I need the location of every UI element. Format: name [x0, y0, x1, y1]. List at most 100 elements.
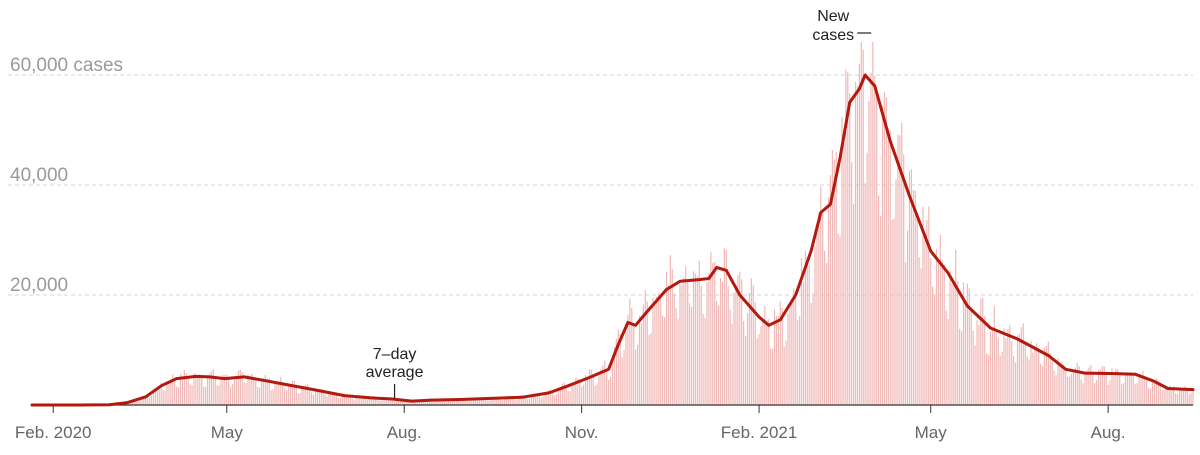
daily-case-bar — [650, 333, 652, 405]
daily-case-bar — [280, 376, 282, 405]
daily-case-bar — [690, 306, 693, 405]
daily-case-bar — [436, 399, 438, 405]
daily-case-bar — [721, 281, 724, 405]
daily-case-bar — [712, 262, 714, 405]
y-tick-label: 20,000 — [10, 275, 68, 296]
daily-case-bar — [133, 400, 135, 405]
daily-case-bar — [810, 303, 812, 405]
daily-case-bar — [457, 398, 459, 405]
daily-case-bar — [565, 388, 567, 405]
daily-case-bar — [789, 304, 791, 405]
daily-case-bar — [347, 395, 349, 405]
daily-case-bar — [1186, 388, 1188, 405]
daily-case-bar — [1136, 383, 1138, 405]
daily-case-bar — [623, 350, 625, 405]
daily-case-bar — [905, 262, 907, 405]
daily-case-bar — [501, 400, 504, 405]
daily-case-bar — [405, 401, 407, 405]
daily-case-bar — [417, 400, 419, 405]
daily-case-bar — [517, 397, 519, 405]
daily-case-bar — [895, 179, 897, 405]
daily-case-bar — [409, 401, 411, 405]
daily-case-bar — [802, 282, 805, 405]
daily-case-bar — [291, 380, 293, 405]
daily-case-bar — [141, 396, 143, 405]
daily-case-bar — [251, 373, 253, 405]
daily-case-bar — [378, 400, 380, 405]
daily-case-bar — [984, 315, 986, 405]
daily-case-bar — [150, 396, 153, 405]
daily-case-bar — [374, 396, 376, 405]
seven-day-average-annotation: average — [366, 364, 424, 381]
daily-case-bar — [833, 159, 835, 405]
daily-case-bar — [627, 314, 629, 405]
daily-case-bar — [573, 384, 575, 405]
daily-case-bar — [395, 399, 398, 405]
daily-case-bar — [519, 397, 521, 405]
daily-case-bar — [149, 397, 151, 405]
y-axis-labels: 20,000 40,000 60,000 cases — [10, 55, 123, 296]
daily-case-bar — [1047, 341, 1049, 405]
daily-case-bar — [704, 317, 706, 405]
daily-case-bar — [160, 382, 162, 405]
daily-case-bar — [361, 395, 363, 405]
daily-case-bar — [922, 206, 924, 405]
daily-case-bar — [278, 382, 280, 405]
daily-case-bar — [206, 376, 209, 405]
daily-case-bar — [1095, 380, 1098, 405]
daily-case-bar — [615, 338, 617, 405]
daily-case-bar — [239, 369, 241, 405]
daily-case-bar — [710, 252, 712, 405]
daily-case-bar — [293, 380, 295, 405]
daily-case-bar — [1178, 388, 1181, 405]
daily-case-bar — [249, 375, 251, 405]
daily-case-bar — [480, 398, 482, 405]
daily-case-bar — [579, 382, 581, 405]
daily-case-bar — [735, 289, 737, 405]
daily-case-bar — [625, 331, 627, 405]
daily-case-bar — [1088, 367, 1090, 405]
daily-case-bar — [500, 399, 502, 405]
daily-case-bar — [567, 390, 569, 405]
daily-case-bar — [621, 357, 623, 405]
daily-case-bar — [571, 384, 573, 405]
daily-case-bar — [1045, 346, 1048, 405]
daily-case-bar — [164, 390, 166, 405]
daily-case-bar — [363, 397, 365, 405]
daily-case-bar — [731, 324, 733, 405]
daily-case-bar — [314, 391, 317, 405]
daily-case-bar — [606, 370, 608, 405]
daily-case-bar — [584, 374, 587, 405]
daily-case-bar — [255, 379, 257, 405]
daily-case-bar — [407, 401, 409, 405]
daily-case-bar — [974, 345, 976, 405]
daily-case-bar — [440, 398, 442, 405]
daily-case-bar — [1053, 370, 1055, 405]
daily-case-bar — [1167, 387, 1169, 405]
daily-case-bar — [287, 384, 290, 405]
daily-case-bar — [847, 72, 849, 405]
daily-case-bar — [681, 284, 683, 405]
daily-case-bar — [1013, 355, 1015, 405]
daily-case-bar — [582, 384, 585, 405]
daily-case-bar — [1005, 338, 1007, 405]
daily-case-bar — [1184, 386, 1186, 405]
daily-case-bar — [393, 401, 396, 405]
daily-case-bar — [635, 349, 637, 405]
daily-case-bar — [1026, 356, 1028, 405]
daily-case-bar — [438, 399, 440, 405]
daily-case-bar — [230, 386, 232, 405]
daily-case-bar — [469, 398, 471, 405]
daily-case-bar — [488, 400, 490, 405]
daily-case-bar — [550, 391, 552, 405]
daily-case-bar — [224, 374, 226, 405]
daily-case-bar — [432, 401, 434, 405]
daily-case-bar — [1165, 387, 1167, 405]
daily-case-bar — [629, 298, 631, 405]
daily-case-bar — [386, 398, 388, 405]
daily-case-bar — [733, 292, 735, 405]
daily-case-bar — [795, 290, 797, 405]
daily-case-bar — [473, 400, 475, 405]
daily-case-bar — [228, 378, 230, 405]
